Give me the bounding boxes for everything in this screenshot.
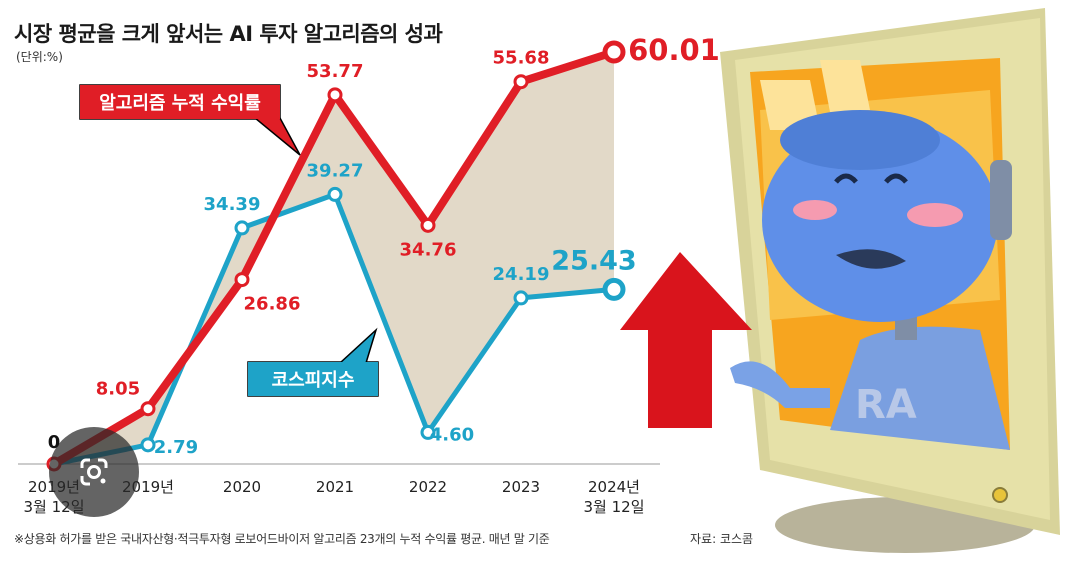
kospi-data-label: 4.60 [430,424,474,445]
robot-illustration: RA [720,8,1060,553]
robot-chest-text: RA [855,382,917,428]
algo-data-label: 26.86 [244,294,301,315]
algo-point [234,272,250,288]
footnote: ※상용화 허가를 받은 국내자산형·적극투자형 로보어드바이저 알고리즘 23개… [14,532,550,546]
algo-data-label: 60.01 [628,33,720,67]
google-lens-icon [80,458,108,486]
algo-point [602,40,626,64]
x-tick-label: 2023 [502,478,540,496]
algo-point [513,74,529,90]
kospi-data-label: 24.19 [493,264,550,285]
kospi-data-label: 25.43 [551,245,636,276]
x-tick-label: 2020 [223,478,261,496]
algo-point [420,217,436,233]
algo-point [327,87,343,103]
up-arrow-icon [620,252,752,428]
google-lens-button[interactable] [49,427,139,517]
algo-data-label: 53.77 [307,61,364,82]
x-tick-label: 2024년 3월 12일 [584,478,645,516]
chart-title: 시장 평균을 크게 앞서는 AI 투자 알고리즘의 성과 [14,22,443,46]
kospi-point [602,277,626,301]
kospi-point [234,220,250,236]
algo-data-label: 55.68 [493,48,550,69]
legend-algo-label: 알고리즘 누적 수익률 [99,93,261,114]
kospi-point [327,186,343,202]
source-label: 자료: 코스콤 [690,532,754,546]
kospi-data-label: 2.79 [154,437,198,458]
x-tick-label: 2022 [409,478,447,496]
algo-data-label: 34.76 [400,239,457,260]
unit-label: (단위:%) [16,50,63,64]
algo-data-label: 8.05 [96,379,140,400]
algo-point [140,401,156,417]
x-tick-label: 2021 [316,478,354,496]
legend-algo-tag: 알고리즘 누적 수익률 [79,84,301,156]
kospi-point [420,424,436,440]
kospi-data-label: 34.39 [204,194,261,215]
kospi-point [140,437,156,453]
legend-kospi-label: 코스피지수 [272,370,355,391]
legend-kospi-tag: 코스피지수 [247,327,379,397]
kospi-data-label: 39.27 [307,160,364,181]
kospi-point [513,290,529,306]
